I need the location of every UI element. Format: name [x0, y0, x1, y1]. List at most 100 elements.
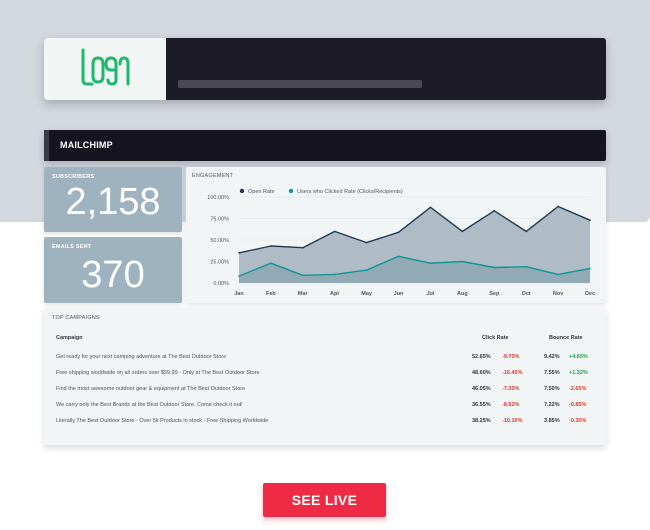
y-tick-label: 100.00%: [207, 195, 229, 201]
x-tick-label: Feb: [266, 291, 276, 297]
click-rate-delta: -16.40%: [502, 370, 523, 376]
data-point: [557, 205, 559, 208]
data-point: [270, 245, 272, 247]
y-tick-label: 50.00%: [210, 238, 229, 244]
app-header: [44, 38, 606, 100]
data-point: [589, 219, 591, 222]
x-tick-label: Sep: [489, 291, 500, 297]
click-rate-delta: -9.70%: [502, 354, 520, 360]
data-point: [333, 230, 336, 233]
dashboard-title: MAILCHIMP: [60, 140, 113, 150]
table-row[interactable]: Free shipping worldwide on all orders ov…: [44, 370, 606, 382]
data-point: [461, 230, 464, 233]
data-point: [397, 255, 400, 258]
data-point: [525, 230, 527, 233]
top-campaigns-label: TOP CAMPAIGNS: [52, 315, 100, 321]
table-row[interactable]: We carry only the Best Brands at the Bes…: [44, 402, 606, 414]
y-tick-label: 75.00%: [210, 217, 229, 223]
header-placeholder-bar: [178, 80, 422, 88]
subscribers-card: SUBSCRIBERS 2,158: [44, 167, 182, 232]
bounce-rate-value: 7.50%: [544, 386, 560, 392]
x-tick-label: Jun: [394, 291, 404, 297]
click-rate-value: 36.55%: [472, 402, 491, 408]
data-point: [302, 274, 304, 277]
campaign-name: Free shipping worldwide on all orders ov…: [56, 370, 260, 376]
data-point: [429, 206, 432, 209]
legend-marker: [239, 188, 245, 194]
x-tick-label: Nov: [553, 291, 564, 297]
data-point: [333, 273, 336, 276]
engagement-card: ENGAGEMENT 100.00% 75.00% 50.00% 25.00% 0.00…: [186, 167, 606, 303]
campaign-name: Get ready for your next camping adventur…: [56, 354, 227, 360]
click-rate-value: 38.25%: [472, 418, 491, 424]
data-point: [493, 266, 496, 269]
top-campaigns-card: TOP CAMPAIGNS Campaign Click Rate Bounce…: [44, 308, 606, 445]
subscribers-label: SUBSCRIBERS: [52, 174, 95, 180]
y-tick-label: 0.00%: [213, 281, 229, 287]
legend-marker: [288, 188, 294, 194]
campaign-name: We carry only the Best Brands at the Bes…: [56, 402, 243, 408]
bounce-rate-delta: +4.65%: [569, 354, 588, 360]
emails-sent-card: EMAILS SENT 370: [44, 237, 182, 303]
x-tick-label: Mar: [298, 291, 309, 297]
bounce-rate-delta: -0.30%: [569, 418, 587, 424]
data-point: [461, 260, 464, 263]
click-rate-value: 52.65%: [472, 354, 491, 360]
emails-sent-value: 370: [81, 254, 145, 296]
data-point: [525, 265, 527, 268]
dashboard-title-bar: MAILCHIMP: [44, 130, 606, 161]
bounce-rate-column-header: Bounce Rate: [549, 335, 583, 341]
logo-icon: [81, 48, 130, 86]
data-point: [397, 231, 400, 234]
x-tick-label: Apr: [330, 291, 340, 297]
bounce-rate-value: 7.22%: [544, 402, 560, 408]
data-point: [365, 241, 368, 244]
data-point: [429, 262, 432, 265]
engagement-chart: 100.00% 75.00% 50.00% 25.00% 0.00% Jan Feb Mar A…: [207, 188, 595, 297]
table-row[interactable]: Get ready for your next camping adventur…: [44, 354, 606, 366]
data-point: [238, 252, 240, 254]
series-line: [238, 205, 591, 254]
data-point: [589, 267, 591, 270]
campaign-name: Literally The Best Outdoor Store - Over …: [56, 418, 269, 424]
legend-label: Open Rate: [248, 189, 275, 195]
x-tick-label: May: [361, 291, 373, 297]
data-point: [302, 246, 304, 249]
table-row[interactable]: Literally The Best Outdoor Store - Over …: [44, 418, 606, 430]
series-area: [239, 206, 590, 283]
campaign-name: Find the most awesome outdoor gear & equ…: [56, 386, 246, 392]
bounce-rate-value: 9.42%: [544, 354, 560, 360]
click-rate-value: 46.05%: [472, 386, 491, 392]
title-accent: [44, 130, 49, 161]
click-rate-delta: -10.10%: [502, 418, 523, 424]
click-rate-value: 48.60%: [472, 370, 491, 376]
click-rate-column-header: Click Rate: [482, 335, 509, 341]
x-tick-label: Jan: [234, 291, 244, 297]
click-rate-delta: -7.30%: [502, 386, 520, 392]
x-tick-label: Aug: [457, 291, 468, 297]
engagement-label: ENGAGEMENT: [192, 173, 234, 179]
subscribers-value: 2,158: [65, 181, 161, 223]
data-point: [238, 275, 240, 277]
y-tick-label: 25.00%: [210, 260, 229, 266]
bounce-rate-delta: -2.65%: [569, 386, 587, 392]
series-area: [239, 256, 590, 283]
bounce-rate-delta: -0.85%: [569, 402, 587, 408]
data-point: [270, 262, 272, 265]
x-tick-label: Oct: [522, 291, 531, 297]
see-live-button[interactable]: SEE LIVE: [263, 483, 386, 517]
data-point: [365, 269, 368, 271]
logo-panel: [44, 38, 166, 100]
x-tick-label: Dec: [585, 291, 595, 297]
data-point: [557, 273, 559, 276]
table-row[interactable]: Find the most awesome outdoor gear & equ…: [44, 386, 606, 398]
emails-sent-label: EMAILS SENT: [52, 244, 92, 250]
click-rate-delta: -8.52%: [502, 402, 520, 408]
data-point: [493, 209, 496, 212]
x-tick-label: Jul: [426, 291, 434, 297]
bounce-rate-value: 7.55%: [544, 370, 560, 376]
bounce-rate-delta: +1.32%: [569, 370, 588, 376]
campaign-column-header: Campaign: [56, 335, 83, 341]
legend-label: Users who Clicked Rate (Clicks/Recipient…: [297, 189, 403, 195]
